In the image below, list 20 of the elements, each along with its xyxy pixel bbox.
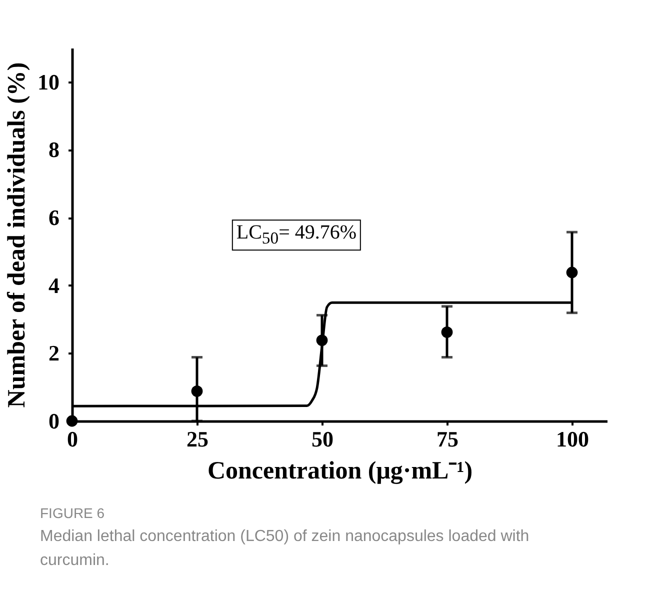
y-tick-label: 6 [48, 205, 60, 230]
point [441, 326, 453, 338]
point [191, 385, 203, 397]
y-axis-title: Number of dead individuals (%) [4, 62, 30, 408]
x-tick-label: 50 [312, 426, 334, 452]
x-tick-label: 75 [436, 426, 458, 452]
annotation: LC$_{50}$= 49.76% [232, 220, 361, 250]
y-tick-label: 4 [48, 272, 60, 298]
text: Median lethal concentration (LC50) of zein nanocapsules loaded with curcumin. [40, 527, 530, 571]
y-tick-label: 2 [48, 340, 60, 366]
x-axis-title: Concentration (μg·mL⁻¹) [207, 458, 473, 484]
x-tick-label: 0 [67, 426, 78, 452]
y-tick-label: 10 [38, 69, 60, 94]
y-tick-label: 0 [48, 408, 60, 434]
point [66, 415, 78, 427]
x-tick-label: 25 [186, 426, 208, 452]
caption: FIGURE 6 [40, 505, 106, 521]
point [566, 266, 578, 278]
y-tick-label: 8 [48, 137, 60, 162]
x-tick-label: 100 [556, 426, 589, 452]
